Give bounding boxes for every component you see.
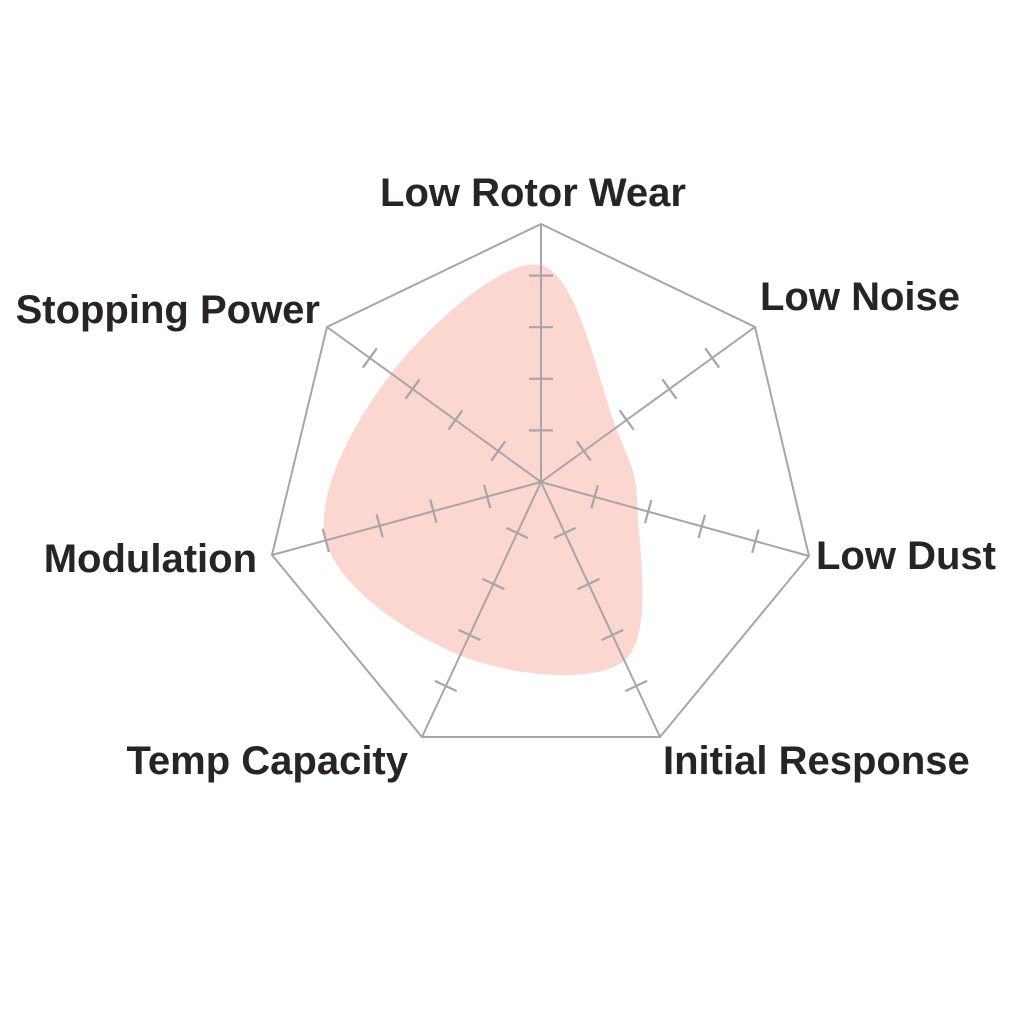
- outer-polygon: [270, 222, 811, 738]
- data-area: [323, 264, 643, 676]
- axis-tick: [624, 679, 648, 693]
- axis-tick: [429, 499, 438, 524]
- axis-tick: [590, 484, 599, 509]
- axis-label-modulation: Modulation: [43, 537, 257, 581]
- axis-tick: [618, 409, 635, 431]
- axis-tick: [751, 529, 760, 554]
- axis-label-stopping-power: Stopping Power: [15, 288, 320, 332]
- axis-tick: [704, 347, 721, 369]
- axis-tick: [505, 526, 529, 540]
- axis-spoke: [271, 481, 542, 556]
- axis-tick: [577, 577, 600, 591]
- axis-tick: [553, 526, 577, 540]
- axis-spoke: [326, 326, 542, 483]
- axis-tick: [601, 628, 624, 642]
- axis-spoke: [540, 481, 661, 738]
- axis-tick: [321, 528, 330, 553]
- axis-tick: [375, 513, 384, 538]
- axis-tick: [434, 679, 458, 693]
- axis-tick: [404, 378, 421, 400]
- axis-tick: [361, 347, 378, 369]
- axis-tick: [697, 514, 707, 539]
- axis-label-temp-capacity: Temp Capacity: [126, 739, 408, 783]
- axis-tick: [483, 484, 492, 509]
- axis-spoke: [540, 481, 810, 557]
- axis-tick: [490, 440, 507, 462]
- axis-tick: [482, 577, 505, 591]
- axis-label-low-rotor-wear: Low Rotor Wear: [380, 171, 686, 215]
- axis-tick: [661, 378, 678, 400]
- axis-tick: [643, 499, 653, 524]
- axis-label-low-noise: Low Noise: [760, 275, 961, 319]
- axis-tick: [447, 409, 464, 431]
- axis-tick: [458, 628, 481, 642]
- axis-tick: [575, 440, 592, 462]
- axis-label-initial-response: Initial Response: [663, 739, 970, 783]
- axis-label-low-dust: Low Dust: [816, 534, 996, 578]
- axis-spoke: [421, 481, 542, 738]
- axis-spoke: [540, 326, 756, 483]
